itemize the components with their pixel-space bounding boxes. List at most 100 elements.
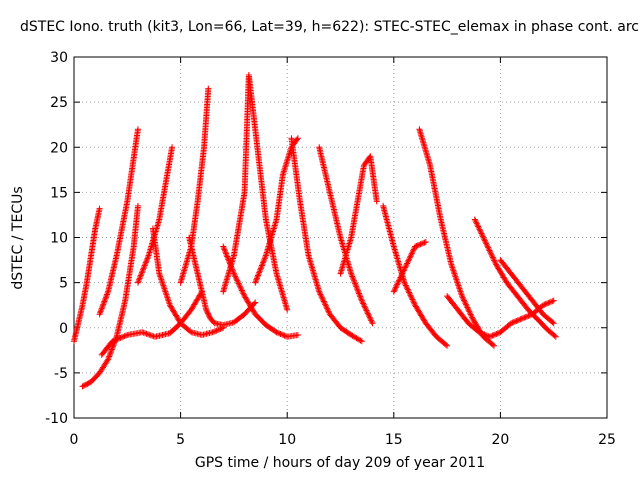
data-point [251,300,258,307]
data-point [225,257,232,264]
data-point [449,266,456,273]
series-arc6 [186,234,259,329]
data-point [100,301,107,308]
data-point [492,331,499,338]
data-point [405,257,412,264]
data-point [392,284,399,291]
data-point [552,333,559,340]
data-point [407,292,414,299]
data-point [456,287,463,294]
data-point [410,297,417,304]
series-arc7 [177,85,212,286]
data-point [143,256,150,263]
data-point [403,261,410,268]
data-point [348,272,355,279]
data-point [221,247,228,254]
y-tick-label: 20 [50,140,68,156]
data-point [209,329,216,336]
data-point [240,291,247,298]
data-point [235,280,242,287]
y-tick-label: 10 [50,231,68,247]
data-point [281,332,288,339]
series-arc9 [220,72,291,313]
data-point [147,332,154,339]
data-point [107,349,114,356]
data-point [416,241,423,248]
data-point [355,289,362,296]
data-point [156,272,163,279]
data-point [477,227,484,234]
data-point [156,270,163,277]
data-point [400,268,407,275]
data-point [261,255,268,262]
data-point [491,258,498,265]
data-point [96,311,103,318]
y-tick-label: -10 [45,411,68,427]
data-point [159,281,166,288]
data-point [223,252,230,259]
data-point [135,278,142,285]
data-point [480,234,487,241]
data-point [137,273,144,280]
data-point [359,299,366,306]
data-point [351,279,358,286]
data-point [293,136,300,143]
data-point [136,275,143,282]
data-point [232,273,239,280]
data-point [350,276,357,283]
data-point [278,331,285,338]
data-point [229,267,236,274]
data-point [204,309,211,316]
data-point [485,246,492,253]
data-point [465,307,472,314]
data-point [96,205,103,212]
data-point [230,269,237,276]
data-point [277,330,284,337]
data-point [256,269,263,276]
data-point [417,241,424,248]
data-point [354,286,361,293]
data-point [544,300,551,307]
data-point [471,216,478,223]
data-point [98,306,105,313]
data-point [477,329,484,336]
data-point [229,266,236,273]
data-point [414,242,421,249]
data-point [404,286,411,293]
data-point [493,330,500,337]
data-point [258,263,265,270]
data-point [322,302,329,309]
data-point [489,341,496,348]
data-point [549,319,556,326]
data-point [362,304,369,311]
data-point [399,270,406,277]
data-point [492,260,499,267]
data-point [348,270,355,277]
data-point [406,289,413,296]
data-point [220,244,227,251]
data-point [240,290,247,297]
data-point [217,325,224,332]
data-point [550,297,557,304]
data-point [353,283,360,290]
series-arc18 [471,216,559,340]
y-tick-label: 0 [59,321,68,337]
data-point [160,284,167,291]
data-point [103,292,110,299]
data-point [450,269,457,276]
data-point [210,328,217,335]
data-point [404,260,411,267]
data-point [516,316,523,323]
data-point [521,314,528,321]
data-point [356,290,363,297]
data-point [479,233,486,240]
data-point [402,264,409,271]
series-arc2 [79,202,141,390]
data-point [408,295,415,302]
data-point [260,259,267,266]
data-point [109,345,116,352]
data-point [228,264,235,271]
data-point [144,331,151,338]
data-point [273,329,280,336]
data-point [486,247,493,254]
